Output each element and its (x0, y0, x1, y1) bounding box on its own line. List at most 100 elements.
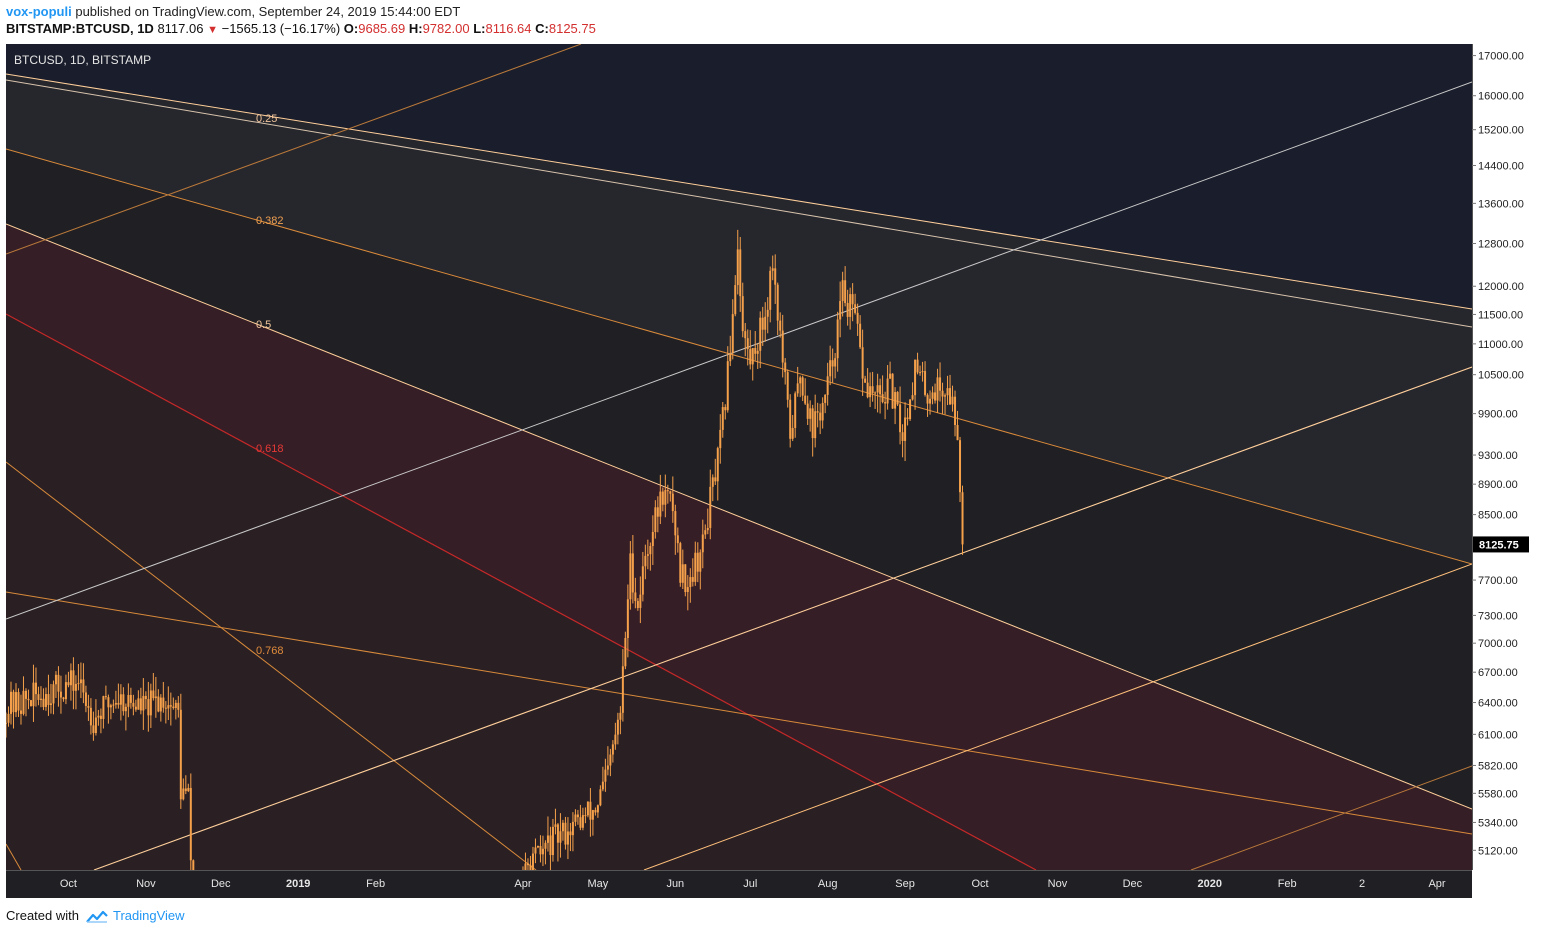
x-tick-label: Apr (514, 878, 531, 890)
last-price: 8117.06 (157, 21, 204, 36)
candle-body (891, 373, 894, 409)
chart-panel[interactable]: 0.25 0.382 0.5 0.618 0.768 BTCUSD, 1D, BITSTA… (6, 44, 1536, 898)
candle-body (831, 360, 834, 367)
candle-body (182, 788, 185, 800)
candle-body (27, 698, 30, 701)
candle-body (774, 268, 777, 285)
candle-body (67, 682, 70, 686)
candle-body (89, 707, 92, 726)
candle-body (179, 709, 182, 800)
candle-body (177, 702, 180, 710)
candle-body (689, 577, 692, 588)
upper-zone (6, 44, 1472, 309)
low-label: L: (473, 21, 486, 36)
candle-body (846, 302, 849, 317)
candle-body (799, 377, 802, 384)
y-tick-label: 5120.00 (1478, 845, 1518, 857)
candle-body (954, 396, 957, 425)
candle-body (92, 725, 95, 734)
x-tick-label: Sep (895, 878, 915, 890)
candle-body (814, 411, 817, 439)
channel-line-lower (643, 563, 1472, 870)
fib-line-0382 (6, 148, 1472, 565)
y-tick-label: 5340.00 (1478, 817, 1518, 829)
candle-body (886, 378, 889, 404)
fib-line-0618 (6, 313, 1037, 870)
candle-body (679, 543, 682, 583)
low-value: 8116.64 (485, 21, 532, 36)
channel-line-support (93, 366, 1472, 870)
candle-body (736, 249, 739, 286)
tradingview-brand[interactable]: TradingView (113, 908, 185, 923)
candle-body (586, 801, 589, 816)
x-tick-label: May (588, 878, 609, 890)
candle-body (851, 294, 854, 305)
publish-line: vox-populi published on TradingView.com,… (6, 3, 1536, 20)
candle-body (654, 507, 657, 532)
candle-body (584, 815, 587, 817)
y-tick-label: 7700.00 (1478, 575, 1518, 587)
candle-body (836, 319, 839, 359)
candle-body (871, 386, 874, 394)
candle-body (37, 694, 40, 700)
candle-body (771, 268, 774, 271)
x-tick-label: Apr (1428, 878, 1445, 890)
price-chart[interactable]: 0.25 0.382 0.5 0.618 0.768 BTCUSD, 1D, BITSTA… (6, 44, 1536, 898)
candle-body (961, 492, 964, 545)
candle-body (719, 429, 722, 449)
candle-body (636, 601, 639, 608)
candle-body (661, 491, 664, 505)
candle-body (856, 312, 859, 324)
candle-body (571, 821, 574, 836)
channel-line-white (6, 81, 1472, 620)
candle-body (666, 490, 669, 492)
y-tick-label: 6700.00 (1478, 667, 1518, 679)
candle-body (816, 411, 819, 413)
candle-body (881, 394, 884, 403)
candle-body (959, 440, 962, 493)
candle-body (904, 417, 907, 441)
candle-body (819, 412, 822, 421)
candle-body (72, 670, 75, 691)
ohlc-line: BITSTAMP:BTCUSD, 1D 8117.06 ▼ −1565.13 (… (6, 20, 1536, 37)
candle-body (576, 814, 579, 818)
candle-body (784, 362, 787, 373)
candle-body (124, 706, 127, 712)
close-value: 8125.75 (548, 21, 596, 36)
author-link[interactable]: vox-populi (6, 4, 72, 19)
candle-body (554, 824, 557, 827)
chart-header: vox-populi published on TradingView.com,… (6, 3, 1536, 39)
candle-body (524, 863, 527, 870)
candle-body (591, 810, 594, 820)
y-tick-label: 5820.00 (1478, 760, 1518, 772)
candle-body (82, 679, 85, 693)
candle-body (579, 817, 582, 828)
fib-label: 0.25 (256, 113, 277, 125)
candle-body (54, 674, 57, 685)
candle-body (626, 599, 629, 638)
fib-line-corner (6, 843, 22, 870)
candle-body (874, 392, 877, 394)
candle-body (64, 682, 67, 700)
candle-body (729, 353, 732, 362)
candle-body (536, 845, 539, 848)
candle-body (9, 691, 12, 714)
candle-body (122, 694, 125, 712)
candle-body (189, 787, 192, 861)
candle-body (766, 309, 769, 317)
candle-body (824, 394, 827, 403)
candle-body (956, 424, 959, 441)
x-tick-label: Dec (211, 878, 231, 890)
candle-body (859, 323, 862, 348)
candle-body (556, 824, 559, 843)
x-tick-label: Aug (818, 878, 838, 890)
candle-body (569, 831, 572, 836)
candle-body (169, 705, 172, 707)
candle-body (944, 395, 947, 397)
chart-legend: BTCUSD, 1D, BITSTAMP (14, 53, 151, 67)
candle-body (674, 511, 677, 536)
candle-body (621, 666, 624, 713)
candle-body (764, 316, 767, 330)
last-price-label: 8125.75 (1479, 539, 1519, 551)
candle-body (606, 765, 609, 770)
